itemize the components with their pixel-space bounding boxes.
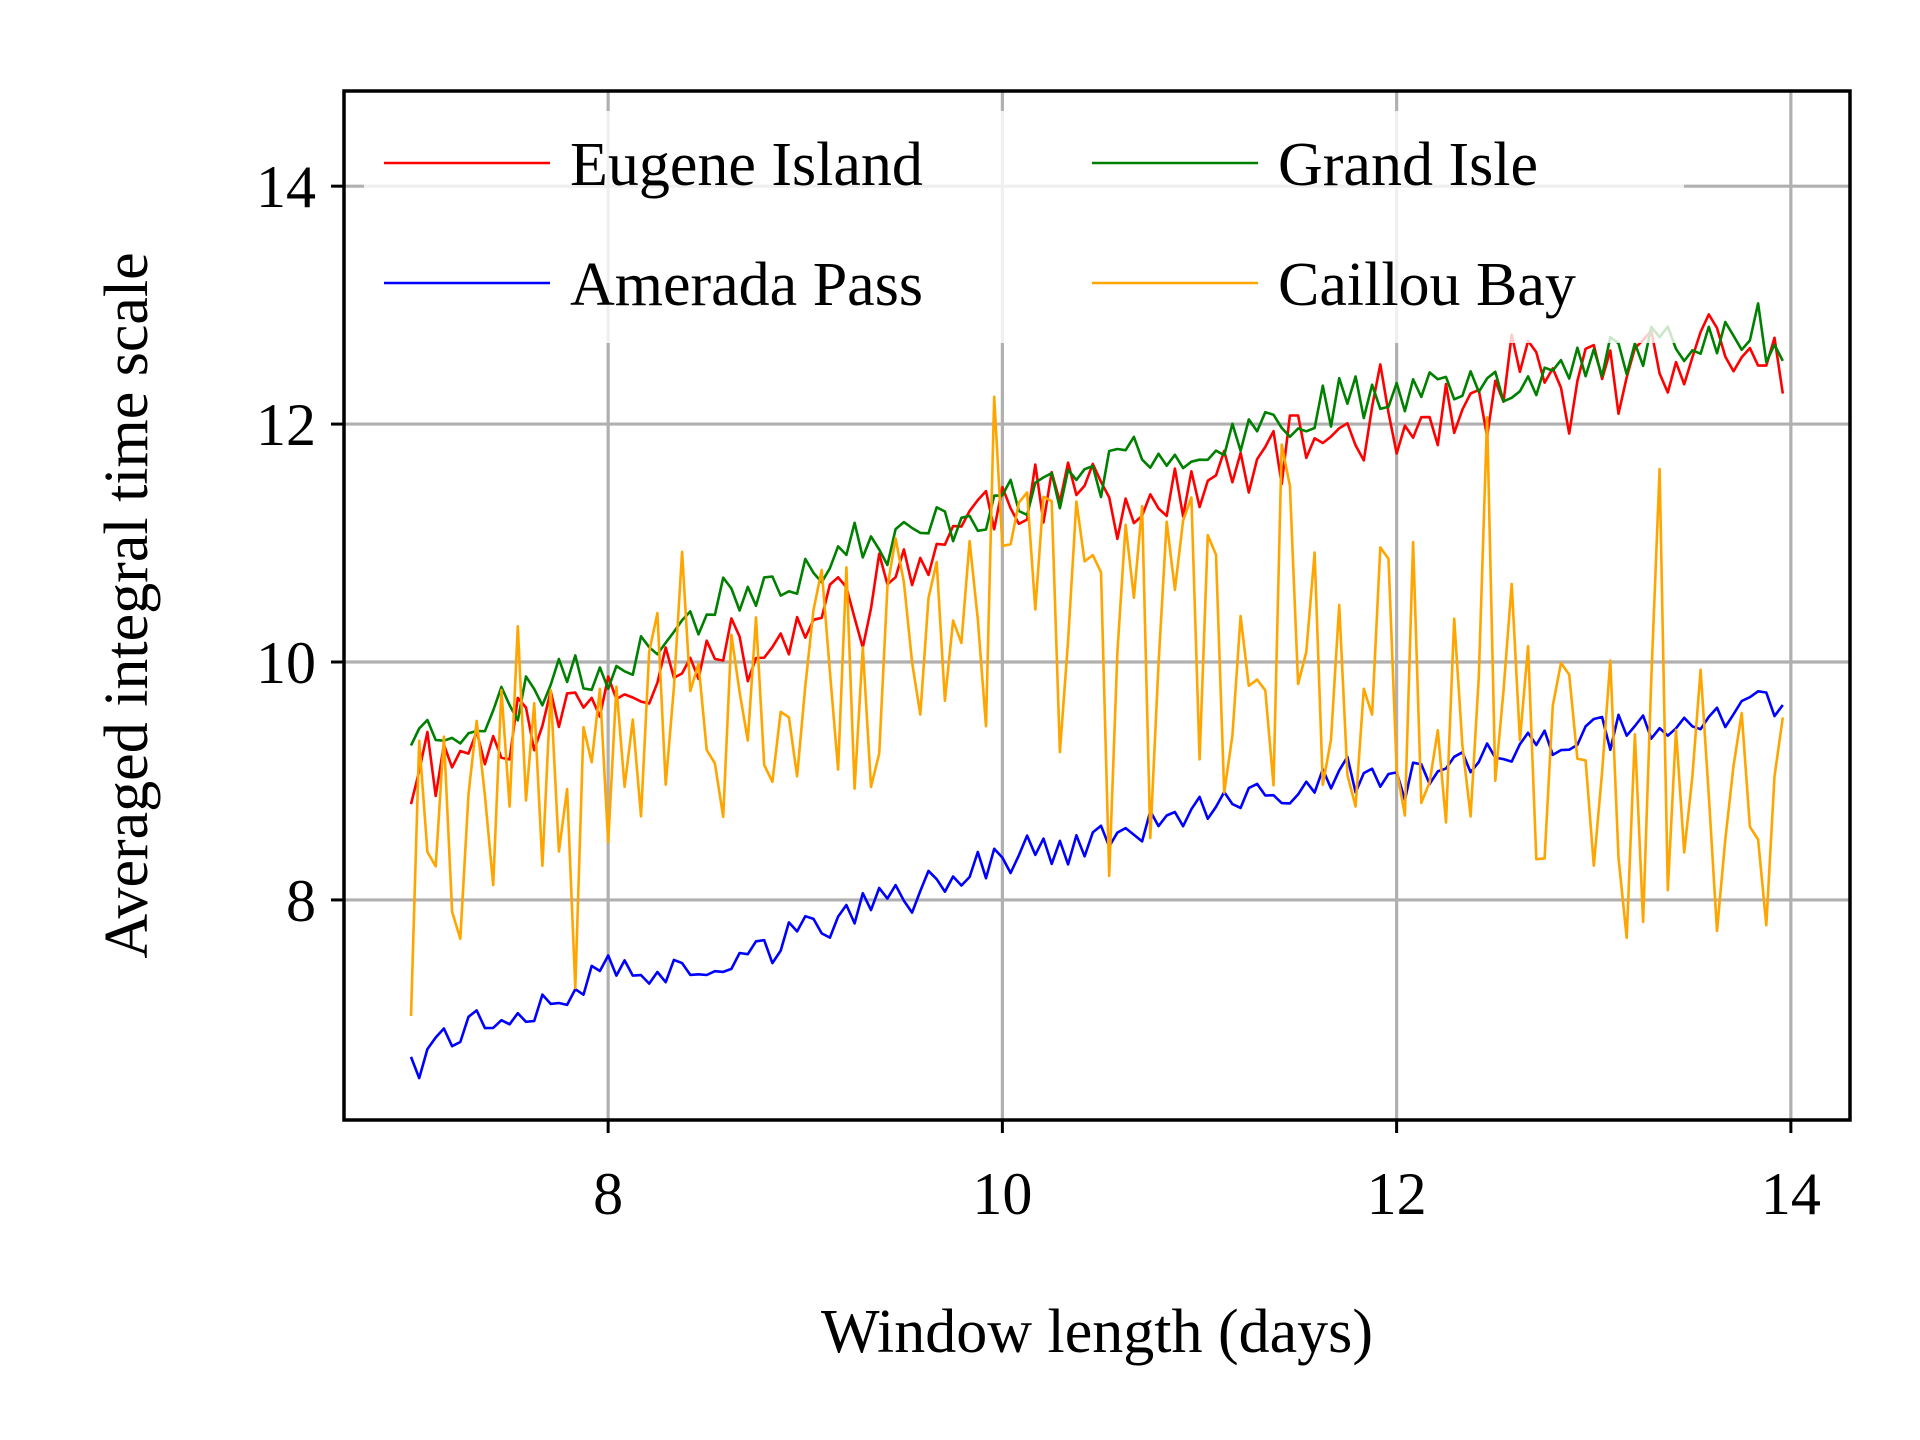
legend-label: Grand Isle [1278, 131, 1538, 199]
series-layer [409, 302, 1785, 1080]
axis-ticks: 8 10 12 14 8 10 12 14 [256, 154, 1821, 1227]
y-tick-label: 14 [256, 154, 316, 220]
plot-frame [342, 89, 1852, 1122]
x-tick-label: 14 [1761, 1161, 1821, 1227]
series-line [409, 395, 1785, 1017]
legend-label: Caillou Bay [1278, 251, 1576, 319]
legend-label: Eugene Island [570, 131, 923, 199]
y-tick-label: 8 [286, 868, 316, 934]
x-axis-title: Window length (days) [821, 1298, 1373, 1366]
series-line [409, 689, 1784, 1080]
y-tick-label: 12 [256, 392, 316, 458]
series-line [409, 313, 1785, 805]
y-axis-title: Averaged integral time scale [93, 252, 161, 958]
series-line [409, 302, 1784, 747]
x-tick-label: 12 [1367, 1161, 1427, 1227]
legend-label: Amerada Pass [570, 251, 923, 319]
legend-box [364, 111, 1684, 343]
y-tick-label: 10 [256, 630, 316, 696]
x-tick-label: 10 [972, 1161, 1032, 1227]
legend: Eugene Island Grand Isle Amerada Pass Caill… [364, 111, 1684, 343]
x-tick-label: 8 [593, 1161, 623, 1227]
